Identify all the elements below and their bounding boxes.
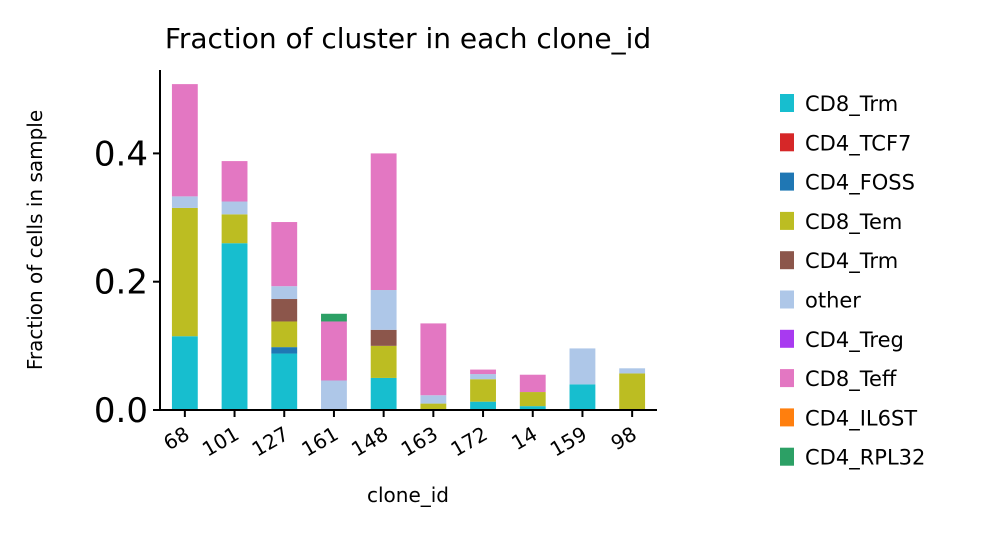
legend-label-CD4_Treg: CD4_Treg xyxy=(805,328,904,353)
legend-label-CD4_TCF7: CD4_TCF7 xyxy=(805,131,911,156)
bar-segment-14-CD8_Trm xyxy=(519,406,546,410)
bar-segment-172-CD8_Tem xyxy=(470,379,496,402)
x-tick-label-68: 68 xyxy=(159,422,193,456)
bar-segment-101-other xyxy=(221,201,248,215)
bar-segment-101-CD8_Trm xyxy=(221,243,248,410)
bar-segment-163-other xyxy=(420,395,447,404)
bar-segment-161-CD8_Teff xyxy=(321,321,347,381)
bar-segment-159-CD8_Trm xyxy=(569,384,596,410)
bar-segment-148-CD8_Tem xyxy=(370,345,397,378)
bar-segment-68-CD8_Tem xyxy=(171,207,198,337)
bar-segment-161-CD4_RPL32 xyxy=(321,313,347,322)
bar-segment-14-CD8_Teff xyxy=(519,374,546,393)
bar-segment-101-CD8_Teff xyxy=(221,161,248,202)
bar-segment-68-CD8_Trm xyxy=(171,336,198,410)
x-tick-label-127: 127 xyxy=(248,422,293,462)
x-tick-label-98: 98 xyxy=(607,422,641,456)
bar-segment-127-CD8_Tem xyxy=(271,321,298,348)
bar-segment-148-CD8_Teff xyxy=(370,153,397,291)
legend-swatch-CD4_RPL32 xyxy=(780,447,794,466)
legend-label-CD4_Trm: CD4_Trm xyxy=(805,249,898,274)
legend-swatch-other xyxy=(780,290,794,309)
bar-segment-127-other xyxy=(271,286,298,300)
legend-swatch-CD8_Teff xyxy=(780,369,794,388)
bar-segment-98-other xyxy=(619,368,646,374)
legend-swatch-CD8_Trm xyxy=(780,94,794,112)
legend-label-CD4_IL6ST: CD4_IL6ST xyxy=(805,406,917,431)
x-tick-label-148: 148 xyxy=(347,422,392,462)
x-tick-label-161: 161 xyxy=(297,422,342,462)
bar-segment-172-CD8_Trm xyxy=(470,401,496,410)
bar-segment-172-other xyxy=(470,374,496,380)
bar-segment-14-CD8_Tem xyxy=(519,392,546,407)
bar-segment-127-CD8_Teff xyxy=(271,222,298,287)
x-tick-label-172: 172 xyxy=(446,422,491,462)
y-axis-label: Fraction of cells in sample xyxy=(23,110,47,370)
legend-label-CD4_FOSS: CD4_FOSS xyxy=(805,171,915,196)
legend-swatch-CD4_FOSS xyxy=(780,172,794,191)
x-tick-label-163: 163 xyxy=(397,422,442,462)
y-tick-label-1: 0.2 xyxy=(94,263,148,303)
plot-area: 68 101 127 161 148 163 172 14 159 98 0.0 0.2 0.4 xyxy=(94,70,657,461)
bar-segment-148-CD4_Trm xyxy=(370,329,397,346)
bar-segment-127-CD4_Trm xyxy=(271,299,298,322)
y-tick-label-0: 0.0 xyxy=(94,391,148,431)
bar-segment-68-other xyxy=(171,196,198,208)
x-tick-label-14: 14 xyxy=(507,422,541,456)
legend-swatch-CD8_Tem xyxy=(780,211,794,230)
bar-segment-148-other xyxy=(370,290,397,330)
bar-segment-127-CD8_Trm xyxy=(271,353,298,410)
legend-swatch-CD4_TCF7 xyxy=(780,133,794,152)
x-axis-label: clone_id xyxy=(367,483,449,507)
bar-segment-101-CD8_Tem xyxy=(221,214,248,244)
legend-swatch-CD4_IL6ST xyxy=(780,408,794,427)
x-tick-label-159: 159 xyxy=(546,422,591,462)
bar-segment-163-CD8_Tem xyxy=(420,403,447,410)
bar-segment-159-other xyxy=(569,348,596,385)
legend-label-CD8_Tem: CD8_Tem xyxy=(805,210,902,235)
bar-segment-163-CD8_Teff xyxy=(420,323,447,396)
bar-segment-68-CD8_Teff xyxy=(171,84,198,197)
legend-label-other: other xyxy=(805,289,861,313)
bar-segment-98-CD8_Tem xyxy=(619,373,646,410)
x-tick-label-101: 101 xyxy=(198,422,243,462)
bar-segment-127-CD4_FOSS xyxy=(271,347,298,354)
legend-label-CD8_Teff: CD8_Teff xyxy=(805,367,897,392)
legend-swatch-CD4_Treg xyxy=(780,329,794,348)
chart-title: Fraction of cluster in each clone_id xyxy=(165,22,651,55)
bar-segment-172-CD8_Teff xyxy=(470,369,496,375)
bar-segment-148-CD8_Trm xyxy=(370,377,397,410)
y-tick-label-2: 0.4 xyxy=(94,134,148,174)
legend-label-CD4_RPL32: CD4_RPL32 xyxy=(805,446,925,471)
legend: CD8_Trm CD4_TCF7 CD4_FOSS CD8_Tem CD4_Trmoth… xyxy=(780,92,925,471)
legend-label-CD8_Trm: CD8_Trm xyxy=(805,92,898,117)
legend-swatch-CD4_Trm xyxy=(780,251,794,270)
bar-segment-161-other xyxy=(321,380,347,410)
